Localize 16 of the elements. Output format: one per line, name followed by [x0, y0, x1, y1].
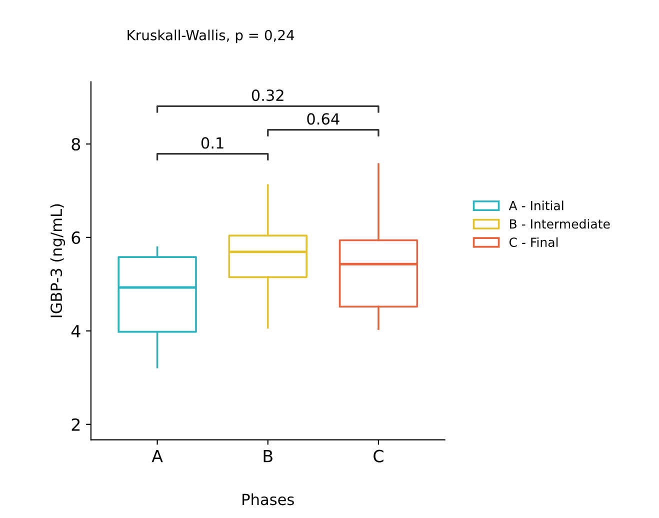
annotation: 0.32 — [252, 90, 284, 102]
annotation: 0.64 — [307, 113, 340, 125]
annotation: 0.1 — [201, 137, 224, 149]
y-axis-title: IGBP-3 (ng/mL) — [50, 204, 66, 318]
x-tick-label: B — [264, 450, 272, 462]
x-tick-label: A — [152, 450, 163, 462]
legend-label: B - Intermediate — [510, 218, 610, 229]
x-axis-title: Phases — [242, 493, 294, 506]
x-tick-label: C — [374, 450, 384, 462]
y-tick-label: 4 — [71, 325, 80, 338]
y-tick-label: 2 — [72, 418, 80, 431]
y-tick-label: 8 — [72, 138, 80, 151]
legend-label: A - Initial — [508, 200, 564, 210]
y-tick-label: 6 — [72, 231, 80, 244]
chart-title: Kruskall-Wallis, p = 0,24 — [128, 30, 294, 44]
legend-label: C - Final — [509, 237, 558, 247]
